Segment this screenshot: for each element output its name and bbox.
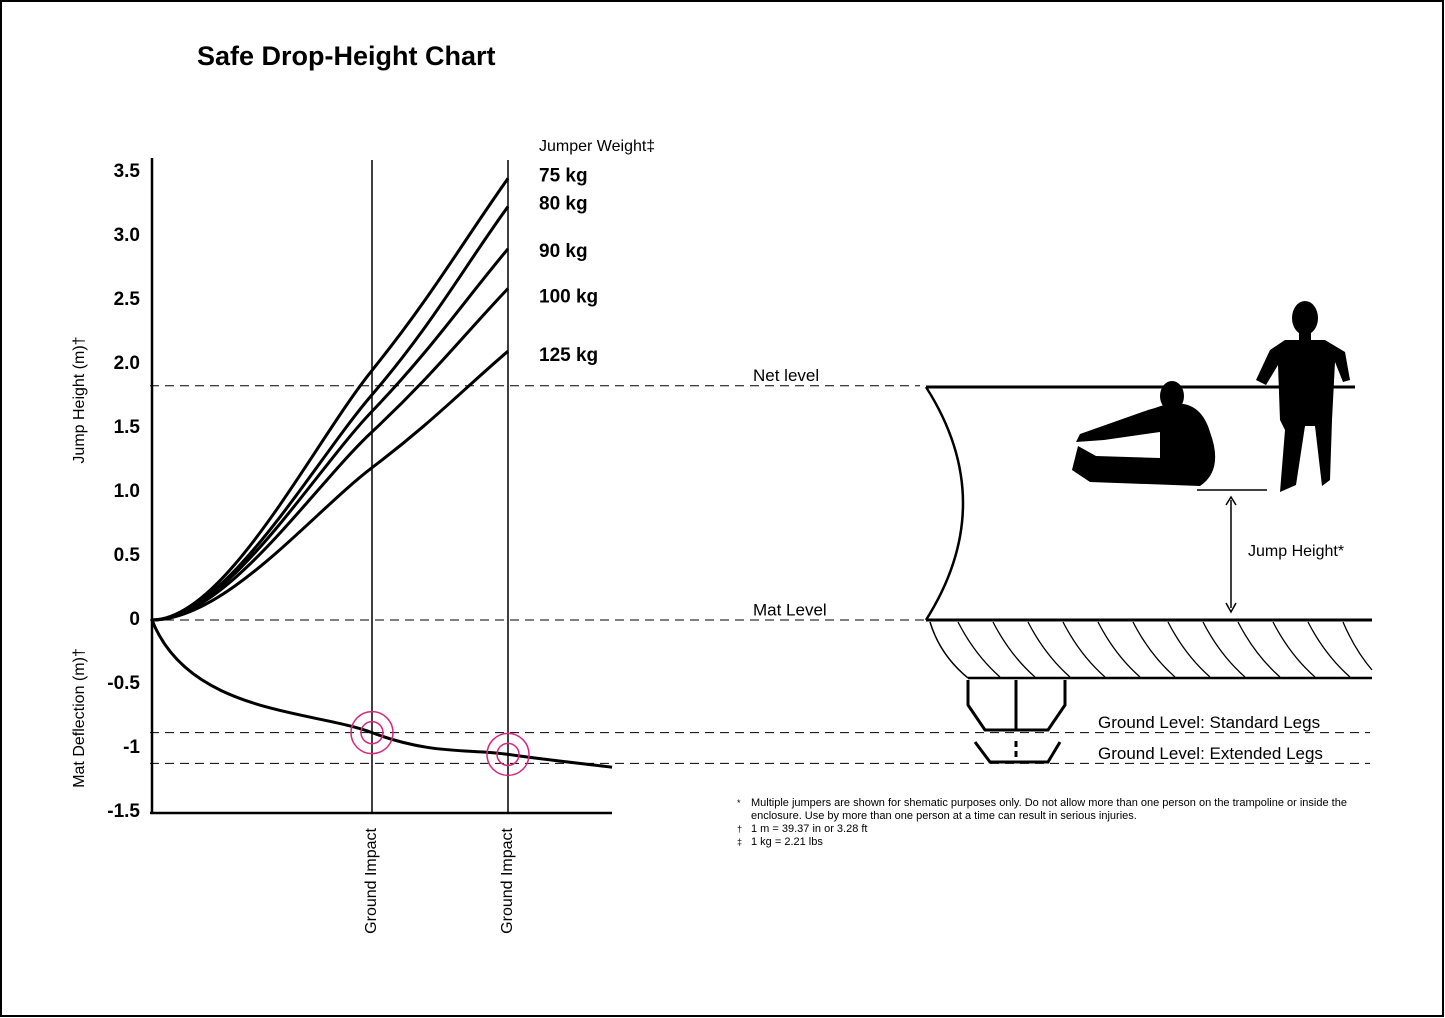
series-line [151,205,510,622]
reference-label: Net level [753,366,819,385]
reference-label: Ground Level: Standard Legs [1098,713,1320,732]
impact-marker [350,710,394,755]
footnote-text: 1 kg = 2.21 lbs [751,836,823,848]
y-axis-label: Jump Height (m)† [71,336,88,463]
jumper-figures [1072,301,1350,492]
series-line [150,619,613,769]
footnote: † 1 m = 39.37 in or 3.28 ft [737,823,1397,836]
y-tick-label: -1 [123,737,140,758]
y-tick-label: 3.5 [114,161,141,182]
footnote-text: 1 m = 39.37 in or 3.28 ft [751,823,868,835]
impact-marker-inner [496,742,520,767]
impact-marker-inner [360,720,384,745]
series-line [151,350,509,622]
y-tick-label: 1.0 [114,481,140,502]
footnotes: * Multiple jumpers are shown for shematic… [737,797,1397,849]
x-tick-label: Ground Impact [499,827,516,933]
y-tick-label: -1.5 [107,801,140,822]
series-line [151,247,510,622]
legend-title: Jumper Weight‡ [539,138,655,155]
footnote: ‡ 1 kg = 2.21 lbs [737,836,1397,849]
footnote: * Multiple jumpers are shown for shematic… [737,797,1397,823]
legend-label: 90 kg [539,241,588,262]
reference-label: Mat Level [753,600,827,619]
footnote-mark: † [737,824,743,834]
y-tick-label: 2.0 [114,353,140,374]
footnote-mark: * [737,798,741,808]
legend-label: 125 kg [539,345,598,366]
series-line [151,287,510,622]
jump-height-label: Jump Height* [1248,543,1344,560]
legend-label: 100 kg [539,286,598,307]
trampoline [924,385,1373,764]
reference-label: Ground Level: Extended Legs [1098,744,1323,763]
legend-label: 80 kg [539,194,588,215]
y-tick-label: 3.0 [114,225,140,246]
y-axis-label-lower: Mat Deflection (m)† [71,648,88,788]
chart-title: Safe Drop-Height Chart [197,41,496,71]
y-tick-label: 0 [129,609,140,630]
y-tick-label: 1.5 [114,417,141,438]
footnote-mark: ‡ [737,837,743,847]
footnote-text: Multiple jumpers are shown for shematic … [751,797,1347,822]
y-tick-label: 2.5 [114,289,141,310]
impact-marker [486,732,530,777]
y-tick-label: 0.5 [114,545,141,566]
y-tick-label: -0.5 [107,673,140,694]
legend-label: 75 kg [539,165,588,186]
series-line [151,177,510,622]
x-tick-label: Ground Impact [363,827,380,933]
